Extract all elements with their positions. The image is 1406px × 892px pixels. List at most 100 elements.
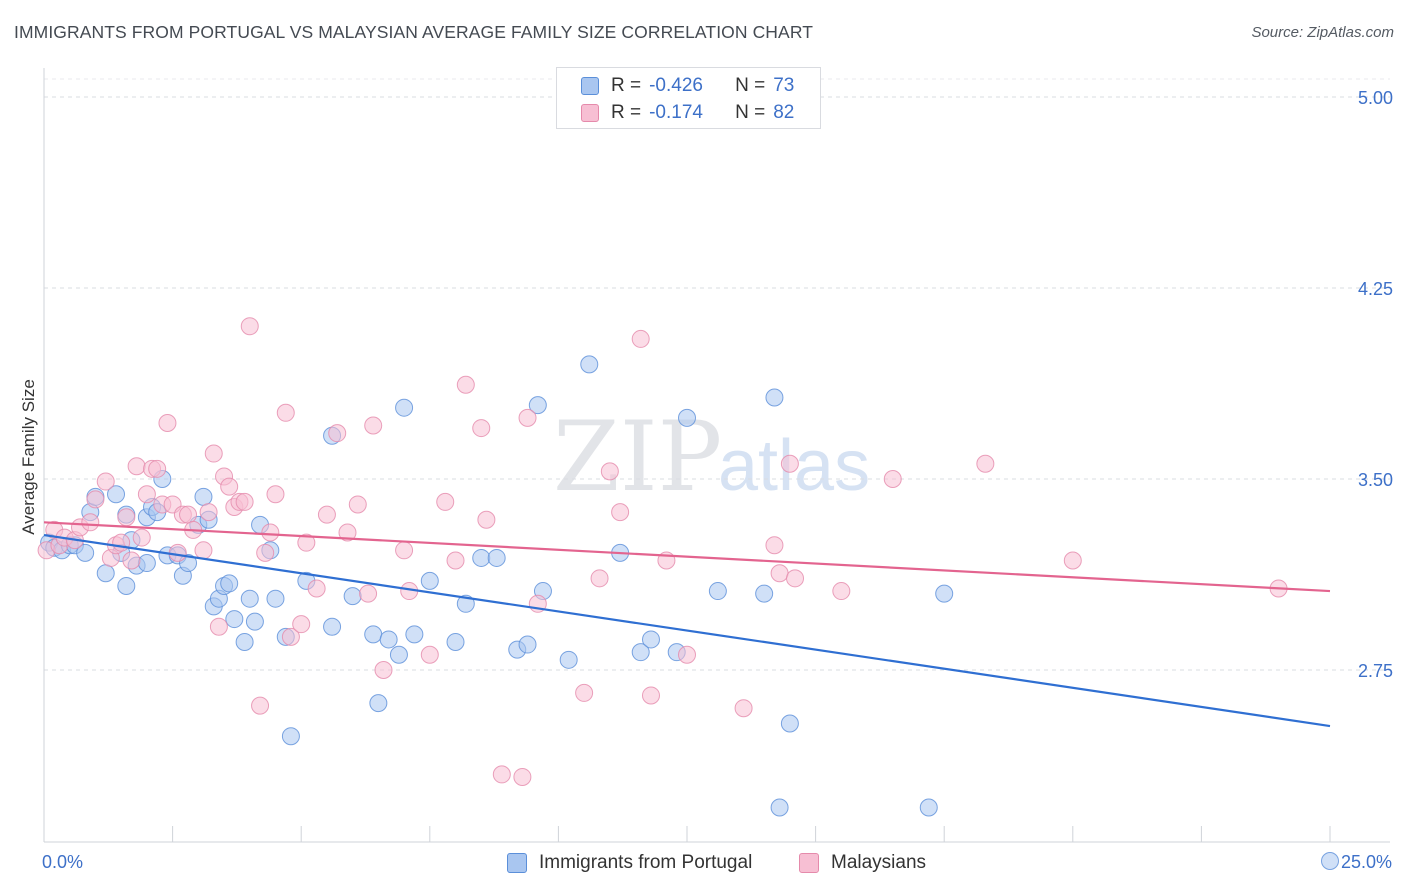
malaysian-point [194,541,213,560]
malaysian-point [317,505,336,524]
malaysian-point [477,510,496,529]
malaysian-point [734,699,753,718]
malaysian-point [518,408,537,427]
portugal-point [420,571,439,590]
portugal-point [281,727,300,746]
portugal-swatch [581,77,599,95]
malaysian-point [364,416,383,435]
malaysian-point [148,459,167,478]
legend-item-portugal[interactable]: Immigrants from Portugal [507,852,752,874]
malaysian-point [611,503,630,522]
malaysian-point [883,470,902,488]
malaysian-point [590,569,609,588]
malaysian-point [976,454,995,473]
malaysian-point [256,543,275,562]
portugal-point [528,396,547,415]
malaysian-point [359,584,378,603]
portugal-point [240,589,259,608]
portugal-point [487,548,506,567]
n-label: N = [735,75,766,96]
malaysian-point [292,615,311,634]
malaysian-point [832,582,851,601]
series-legend: Immigrants from Portugal Malaysians [0,850,1406,878]
malaysian-point [204,444,223,463]
portugal-point [678,408,696,427]
malaysian-point [276,403,295,422]
malaysian-point [199,503,218,522]
portugal-point [580,355,599,374]
portugal-point [456,594,475,613]
portugal-point [117,576,136,595]
portugal-swatch [507,853,527,873]
malaysian-point [179,505,198,524]
y-tick-label: 5.00 [1358,88,1393,108]
portugal-point [107,485,126,504]
n-value: 82 [773,102,795,123]
malaysian-point [307,579,326,598]
r-value: -0.174 [649,102,703,123]
portugal-point [919,798,938,817]
malaysian-point [456,375,475,394]
malaysian-point [168,543,187,562]
legend-row-malaysians: R = -0.174 N = 82 [581,101,794,125]
watermark-zip: ZIP [553,401,722,513]
r-value: -0.426 [649,75,703,96]
malaysian-point [575,683,594,702]
y-tick-label: 4.25 [1358,279,1393,299]
malaysian-point [158,413,177,432]
portugal-point [780,714,799,733]
portugal-point [405,625,424,644]
malaysian-point [251,696,270,715]
malaysian-point [472,419,491,438]
malaysian-point [137,485,156,504]
portugal-point [369,694,388,713]
portugal-point [96,564,115,583]
x-min-label: 0.0% [42,852,84,872]
portugal-point [770,798,789,817]
portugal-point [395,398,414,417]
malaysian-point [127,457,146,476]
malaysian-point [240,317,259,336]
malaysian-point [420,645,439,664]
malaysian-point [348,495,367,514]
malaysian-point [328,424,347,443]
legend-item-malaysians[interactable]: Malaysians [799,852,926,874]
malaysian-point [780,454,799,473]
malaysian-point [132,528,151,547]
malaysian-point [600,462,619,481]
x-max-label: 25.0% [1340,852,1392,872]
y-tick-label: 3.50 [1358,470,1393,490]
y-tick-label: 2.75 [1358,661,1393,681]
malaysian-point [235,492,254,511]
r-label: R = [611,102,642,123]
malaysian-point [1063,551,1082,570]
portugal-point [245,612,264,631]
chart-title: IMMIGRANTS FROM PORTUGAL VS MALAYSIAN AV… [14,22,814,42]
malaysian-point [112,533,131,552]
malaysian-trend-line [43,521,1331,593]
portugal-point [559,650,578,669]
portugal-point [765,388,784,407]
malaysian-point [786,569,805,588]
portugal-point [389,645,408,664]
legend-label: Malaysians [831,852,927,873]
malaysians-swatch [799,853,819,873]
y-axis-label: Average Family Size [19,379,38,535]
portugal-trend-line [43,533,1331,728]
malaysian-point [374,661,393,679]
malaysian-point [96,472,115,491]
portugal-point [343,587,362,606]
malaysian-point [446,551,465,570]
n-value: 73 [773,75,795,96]
malaysian-point [513,767,532,786]
portugal-point [518,635,537,654]
portugal-point [225,610,244,629]
portugal-point [266,589,285,608]
portugal-point [364,625,383,644]
portugal-point [472,548,491,567]
portugal-point [708,582,727,601]
malaysian-point [297,533,316,552]
malaysian-point [117,508,136,527]
legend-label: Immigrants from Portugal [539,852,753,873]
